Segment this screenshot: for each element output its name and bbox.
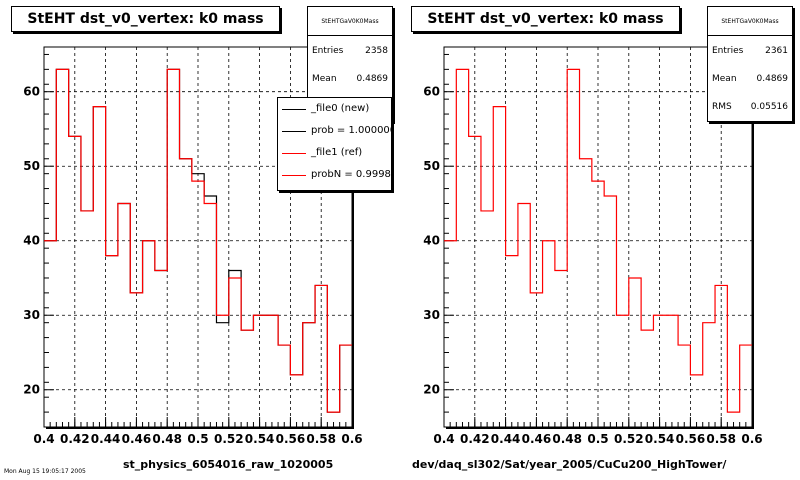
stats-entries-label: Entries [712, 46, 744, 56]
x-axis-label-right: dev/daq_sl302/Sat/year_2005/CuCu200_High… [412, 458, 727, 471]
legend-box: _file0 (new) prob = 1.000000 _file1 (ref… [277, 97, 392, 191]
x-tick-label: 0.52 [614, 432, 644, 446]
y-tick-label: 30 [23, 308, 40, 322]
x-tick-label: 0.44 [91, 432, 121, 446]
stats-entries-label: Entries [312, 46, 344, 56]
y-tick-label: 50 [23, 159, 40, 173]
x-tick-label: 0.46 [122, 432, 152, 446]
stats-mean-row: Mean 0.4869 [308, 64, 392, 92]
x-tick-label: 0.54 [645, 432, 675, 446]
x-tick-label: 0.4 [33, 432, 54, 446]
legend-label: probN = 0.999830 [311, 169, 391, 180]
frame-shadow [46, 427, 354, 429]
stats-entries-row: Entries 2358 [308, 36, 392, 64]
x-tick-label: 0.5 [587, 432, 608, 446]
legend-label: prob = 1.000000 [311, 125, 392, 136]
stats-mean-value: 0.4869 [356, 74, 389, 84]
stats-entries-value: 2361 [765, 46, 788, 56]
x-tick-label: 0.56 [676, 432, 706, 446]
y-tick-label: 30 [423, 308, 440, 322]
stats-histogram-name: StEHTGaV0K0Mass [308, 7, 392, 36]
x-tick-label: 0.42 [460, 432, 490, 446]
x-tick-label: 0.52 [214, 432, 244, 446]
stats-box-right: StEHTGaV0K0Mass Entries 2361 Mean 0.4869… [707, 6, 793, 122]
stats-mean-value: 0.4869 [756, 74, 789, 84]
x-tick-label: 0.58 [706, 432, 736, 446]
x-tick-label: 0.48 [152, 432, 182, 446]
y-tick-label: 40 [423, 234, 440, 248]
stats-rms-label: RMS [712, 102, 732, 112]
legend-entry: _file1 (ref) [278, 142, 391, 164]
stats-histogram-name: StEHTGaV0K0Mass [708, 7, 792, 36]
legend-entry: _file0 (new) [278, 98, 391, 120]
legend-line-swatch [282, 109, 306, 110]
x-tick-label: 0.42 [60, 432, 90, 446]
x-tick-label: 0.48 [552, 432, 582, 446]
x-tick-label: 0.58 [306, 432, 336, 446]
footer-timestamp: Mon Aug 15 19:05:17 2005 [4, 468, 86, 475]
y-tick-label: 40 [23, 234, 40, 248]
x-tick-label: 0.5 [187, 432, 208, 446]
y-tick-label: 60 [23, 85, 40, 99]
legend-line-swatch [282, 131, 306, 132]
y-tick-label: 50 [423, 159, 440, 173]
x-tick-label: 0.6 [741, 432, 762, 446]
x-tick-label: 0.6 [341, 432, 362, 446]
x-tick-label: 0.54 [245, 432, 275, 446]
stats-mean-row: Mean 0.4869 [708, 64, 792, 92]
histogram-plot-right: 0.4 0.42 0.44 0.46 0.48 0.5 0.52 0.54 0.56 0.58 0.… [423, 46, 763, 446]
x-tick-label: 0.46 [522, 432, 552, 446]
plot-title-right: StEHT dst_v0_vertex: k0 mass [411, 6, 680, 32]
plot-title-left: StEHT dst_v0_vertex: k0 mass [11, 6, 280, 32]
frame-shadow [352, 49, 354, 429]
stats-rms-row: RMS 0.05516 [708, 92, 792, 120]
legend-line-swatch [282, 153, 306, 154]
y-tick-label: 20 [423, 383, 440, 397]
x-axis-label-left: st_physics_6054016_raw_1020005 [123, 458, 334, 471]
stats-mean-label: Mean [312, 74, 337, 84]
x-tick-label: 0.44 [491, 432, 521, 446]
legend-entry: probN = 0.999830 [278, 164, 391, 186]
histogram-pad-right: 0.4 0.42 0.44 0.46 0.48 0.5 0.52 0.54 0.56 0.58 0.… [400, 0, 800, 480]
legend-label: _file0 (new) [311, 103, 370, 114]
legend-entry: prob = 1.000000 [278, 120, 391, 142]
histogram-plot-left: 0.4 0.42 0.44 0.46 0.48 0.5 0.52 0.54 0.56 0.58 0.… [23, 46, 363, 446]
y-tick-label: 60 [423, 85, 440, 99]
histogram-pad-left: 0.4 0.42 0.44 0.46 0.48 0.5 0.52 0.54 0.56 0.58 0.… [11, 6, 393, 471]
histogram-series-line [444, 68, 752, 413]
stats-rms-value: 0.05516 [750, 102, 788, 112]
x-tick-label: 0.4 [433, 432, 454, 446]
stats-entries-value: 2358 [365, 46, 388, 56]
frame-shadow [446, 427, 754, 429]
frame-shadow [752, 49, 754, 429]
x-tick-label: 0.56 [276, 432, 306, 446]
y-tick-label: 20 [23, 383, 40, 397]
legend-line-swatch [282, 175, 306, 176]
histogram-series-line [44, 68, 352, 413]
stats-entries-row: Entries 2361 [708, 36, 792, 64]
legend-label: _file1 (ref) [311, 147, 363, 158]
stats-mean-label: Mean [712, 74, 737, 84]
